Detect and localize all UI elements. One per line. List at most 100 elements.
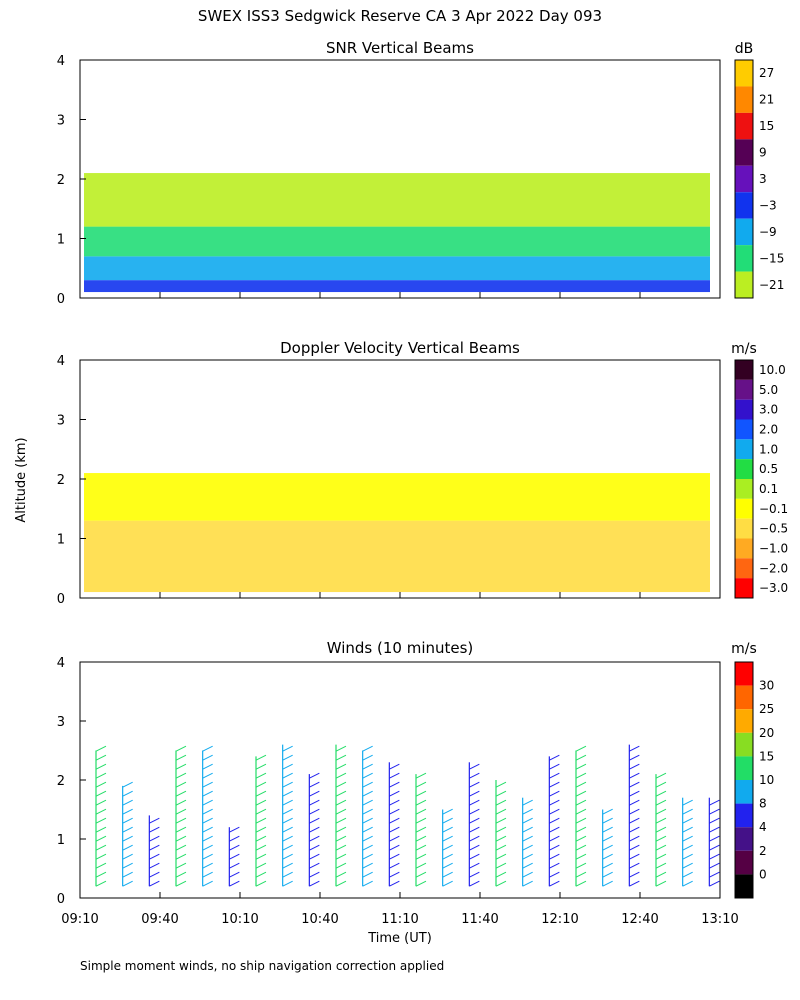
wind-barb	[682, 880, 693, 887]
doppler-colorbar-label: 2.0	[759, 422, 778, 436]
wind-barb	[602, 808, 613, 815]
doppler-panel: Doppler Velocity Vertical Beams m/s 0 1 2 3…	[57, 339, 788, 607]
footnote: Simple moment winds, no ship navigation …	[80, 959, 444, 973]
wind-barb	[149, 871, 160, 878]
wind-barb	[282, 871, 293, 878]
snr-colorbar-swatch	[735, 165, 753, 193]
wind-barb	[202, 799, 213, 806]
doppler-colorbar-label: 0.1	[759, 482, 778, 496]
snr-colorbar-swatch	[735, 86, 753, 113]
wind-barb	[549, 844, 560, 851]
wind-barb	[335, 754, 347, 761]
wind-barb	[655, 853, 667, 860]
wind-barb	[682, 862, 693, 869]
wind-barb	[389, 781, 400, 788]
wind-barb	[255, 817, 267, 824]
wind-barb	[709, 808, 720, 815]
wind-barb	[175, 799, 187, 806]
wind-barb	[122, 844, 133, 851]
wind-barb	[655, 808, 667, 815]
wind-barb	[469, 871, 480, 878]
wind-barb	[575, 817, 587, 824]
wind-barb	[442, 844, 453, 851]
doppler-colorbar-label: −0.5	[759, 522, 788, 536]
wind-barb	[522, 844, 533, 851]
wind-barb	[442, 817, 453, 824]
wind-barb	[122, 808, 133, 815]
wind-barb	[655, 826, 667, 833]
doppler-y-tick-label: 0	[57, 592, 65, 607]
wind-barb	[495, 808, 507, 815]
wind-barb	[202, 790, 213, 797]
wind-barb	[709, 853, 720, 860]
wind-barb	[709, 835, 720, 842]
wind-barb	[629, 763, 640, 770]
wind-barb	[309, 799, 320, 806]
wind-barb	[415, 835, 427, 842]
wind-barb	[469, 844, 480, 851]
wind-barb	[629, 880, 640, 887]
snr-colorbar-swatch	[735, 271, 753, 298]
wind-barb	[229, 835, 240, 842]
wind-barb	[415, 799, 427, 806]
doppler-colorbar-frame	[734, 359, 754, 599]
figure-title: SWEX ISS3 Sedgwick Reserve CA 3 Apr 2022…	[198, 7, 602, 25]
wind-barb	[202, 781, 213, 788]
snr-echo-layer	[84, 173, 710, 227]
wind-barb	[149, 862, 160, 869]
wind-barb	[362, 835, 373, 842]
wind-barb	[229, 844, 240, 851]
wind-barb	[175, 853, 187, 860]
wind-barb	[389, 880, 400, 887]
wind-barb	[575, 853, 587, 860]
doppler-colorbar-label: 0.5	[759, 462, 778, 476]
wind-barb	[629, 862, 640, 869]
wind-barb	[629, 799, 640, 806]
wind-barb	[309, 862, 320, 869]
winds-colorbar-swatch	[735, 732, 753, 757]
wind-barb	[202, 871, 213, 878]
wind-barb	[362, 817, 373, 824]
wind-barb	[149, 835, 160, 842]
wind-barb	[362, 871, 373, 878]
winds-colorbar-frame	[734, 661, 754, 899]
winds-colorbar-label: 15	[759, 749, 774, 763]
wind-barb	[335, 781, 347, 788]
doppler-colorbar-swatch	[735, 459, 753, 479]
wind-barb	[655, 817, 667, 824]
wind-barb	[602, 853, 613, 860]
snr-echo-layer	[84, 226, 710, 257]
wind-barb	[575, 844, 587, 851]
wind-barb	[655, 790, 667, 797]
doppler-colorbar-swatch	[735, 558, 753, 579]
wind-barb	[122, 835, 133, 842]
doppler-colorbar-swatch	[735, 538, 753, 559]
wind-barb	[229, 871, 240, 878]
doppler-colorbar-label: −0.1	[759, 502, 788, 516]
winds-y-tick-label: 1	[57, 833, 65, 848]
x-tick-label: 10:40	[301, 912, 338, 927]
wind-barb	[202, 844, 213, 851]
wind-barb	[629, 790, 640, 797]
wind-barb	[282, 799, 293, 806]
wind-barb	[309, 772, 320, 779]
doppler-y-tick-label: 4	[57, 354, 65, 369]
snr-colorbar-frame	[734, 59, 754, 299]
wind-barb	[389, 817, 400, 824]
wind-barb	[282, 772, 293, 779]
winds-colorbar-label: 20	[759, 726, 774, 740]
wind-barb	[202, 835, 213, 842]
wind-barb	[95, 844, 107, 851]
wind-barb	[309, 781, 320, 788]
snr-colorbar-label: 9	[759, 146, 767, 160]
winds-y-tick-label: 3	[57, 715, 65, 730]
snr-colorbar-swatch	[735, 245, 753, 272]
wind-barb	[149, 880, 160, 887]
winds-colorbar-swatch	[735, 874, 753, 898]
wind-barb	[335, 871, 347, 878]
wind-barb	[415, 817, 427, 824]
wind-barb	[442, 871, 453, 878]
doppler-colorbar-swatch	[735, 399, 753, 420]
wind-barb	[255, 808, 267, 815]
wind-barb	[229, 853, 240, 860]
